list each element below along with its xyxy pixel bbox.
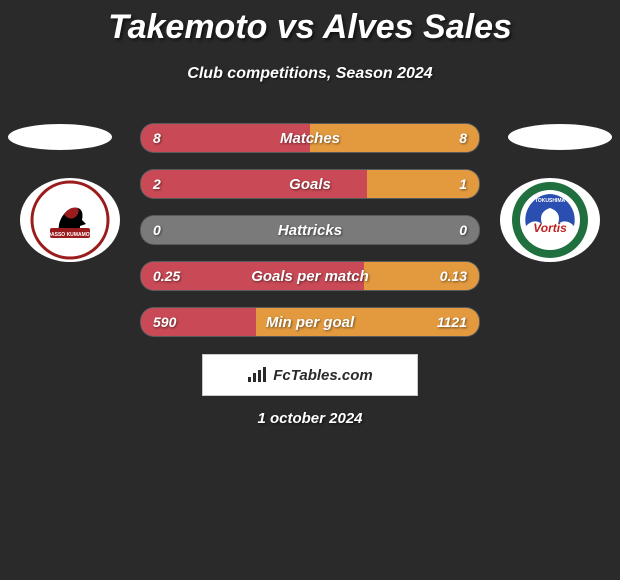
club-badge-left: ROASSO KUMAMOTO [20,178,120,262]
stat-label: Goals per match [141,262,479,290]
roasso-kumamoto-logo-icon: ROASSO KUMAMOTO [30,180,110,260]
stat-row: 0.250.13Goals per match [140,261,480,291]
svg-text:TOKUSHIMA: TOKUSHIMA [535,198,566,204]
stat-label: Matches [141,124,479,152]
stat-row: 5901121Min per goal [140,307,480,337]
bar-chart-icon [247,367,267,383]
svg-text:Vortis: Vortis [533,221,567,235]
ellipse-decor-left [8,124,112,150]
watermark: FcTables.com [202,354,418,396]
svg-text:ROASSO KUMAMOTO: ROASSO KUMAMOTO [44,232,97,238]
ellipse-decor-right [508,124,612,150]
stat-row: 88Matches [140,123,480,153]
stat-label: Min per goal [141,308,479,336]
watermark-text: FcTables.com [273,367,372,384]
page-title: Takemoto vs Alves Sales [0,0,620,47]
tokushima-vortis-logo-icon: Vortis TOKUSHIMA [510,180,590,260]
subtitle: Club competitions, Season 2024 [0,65,620,83]
club-badge-right: Vortis TOKUSHIMA [500,178,600,262]
date-label: 1 october 2024 [0,410,620,427]
stat-label: Goals [141,170,479,198]
stat-row: 00Hattricks [140,215,480,245]
stat-label: Hattricks [141,216,479,244]
stat-row: 21Goals [140,169,480,199]
stat-rows-container: 88Matches 21Goals 00Hattricks 0.250.13Goals… [140,123,480,353]
